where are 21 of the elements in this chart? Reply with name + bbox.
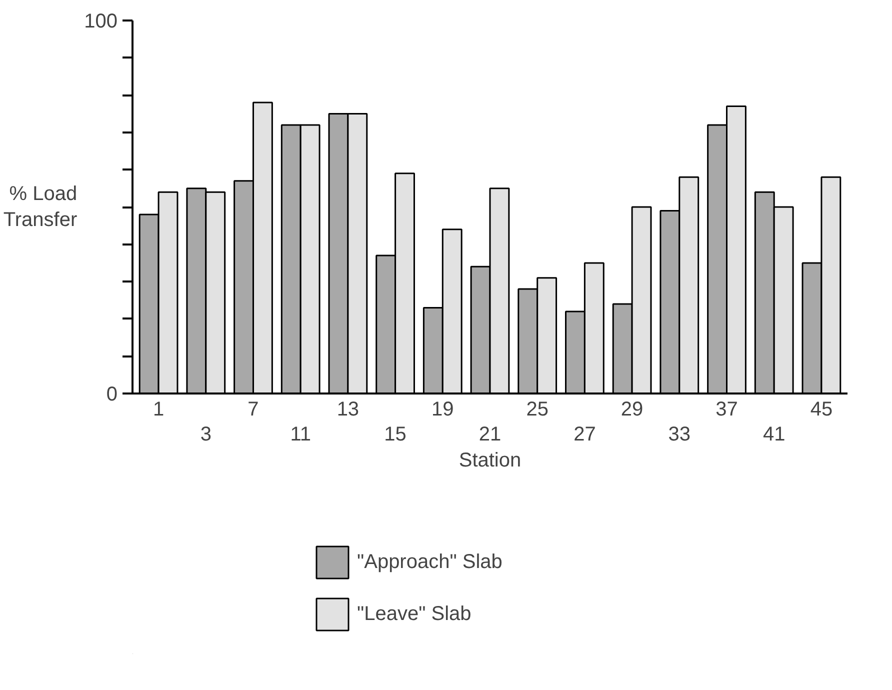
x-tick-label: 21 [478,424,502,446]
x-axis-title: Station [458,450,522,472]
legend-label: "Leave" Slab [357,602,472,626]
x-tick-label: 25 [526,398,548,420]
x-tick-label: 13 [336,398,360,420]
legend-label: "Approach" Slab [357,550,502,574]
x-tick-label: 41 [762,424,786,446]
x-tick-label: 37 [716,398,738,420]
x-tick-label: 19 [432,398,454,420]
x-tick-label: 1 [152,398,164,420]
x-tick-label: 7 [248,398,259,420]
y-tick-label: 0 [106,384,118,406]
y-axis-title: % Load Transfer [3,182,78,232]
x-tick-label: 27 [574,424,596,446]
x-tick-label: 15 [384,424,406,446]
x-tick-label: 3 [200,424,212,446]
x-tick-label: 33 [668,424,691,446]
x-tick-label: 29 [620,398,644,420]
y-tick-label: 100 [84,10,118,32]
x-tick-label: 11 [290,424,311,446]
x-tick-label: 45 [810,398,833,420]
